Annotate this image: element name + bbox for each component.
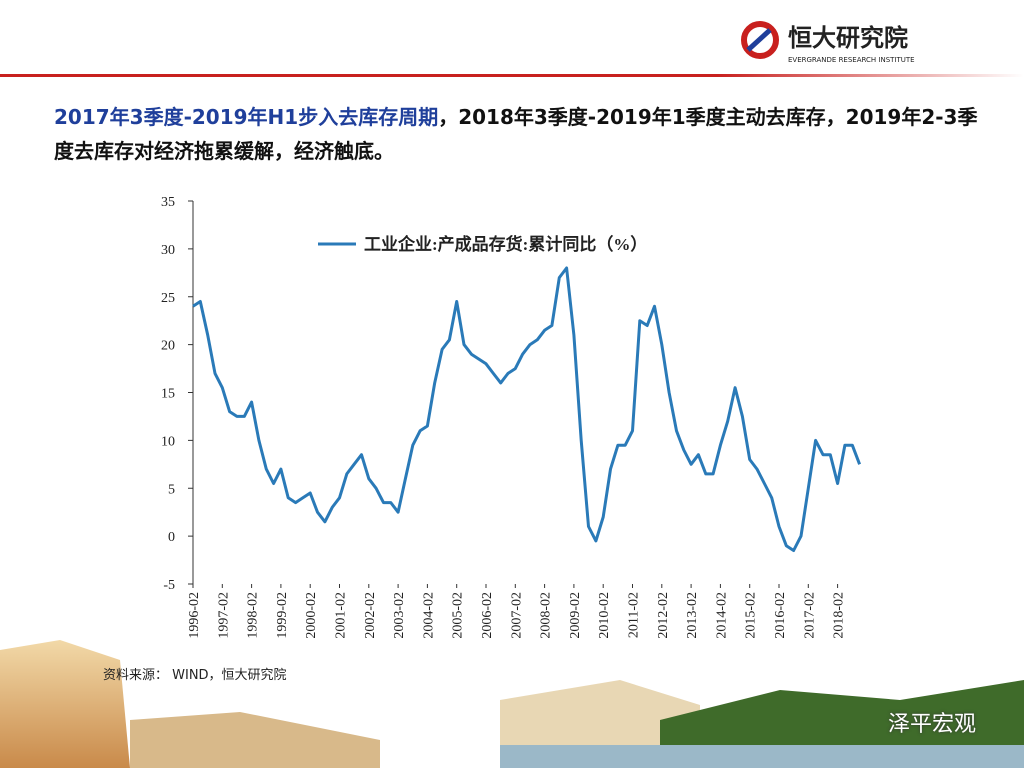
series-line: [192, 266, 862, 552]
x-tick-label: 2002-02: [363, 592, 378, 639]
watermark: 泽平宏观: [888, 712, 977, 737]
x-tick-label: 2009-02: [568, 592, 583, 639]
title-rest: ，2018年3季度-2019年1季度主动去库存，2019年2-3季度去库存对经济…: [54, 105, 978, 163]
x-tick-label: 1997-02: [216, 592, 231, 639]
x-tick-label: 2010-02: [597, 592, 612, 639]
header-rule: [0, 74, 1024, 77]
x-tick-label: 2007-02: [509, 592, 524, 639]
x-tick-label: 2012-02: [656, 592, 671, 639]
y-tick-label: 35: [161, 195, 175, 210]
logo-icon-stroke: [746, 28, 772, 52]
x-tick-label: 2017-02: [802, 592, 817, 639]
legend-label: 工业企业:产成品存货:累计同比（%）: [364, 234, 647, 254]
building-left: [0, 640, 130, 768]
slide-title: 2017年3季度-2019年H1步入去库存周期，2018年3季度-2019年1季…: [54, 100, 984, 168]
logo-icon: [741, 21, 779, 59]
x-tick-label: 1998-02: [246, 592, 261, 639]
y-tick-label: 0: [168, 530, 175, 545]
title-highlight: 2017年3季度-2019年H1步入去库存周期: [54, 105, 439, 129]
x-tick-label: 2003-02: [392, 592, 407, 639]
x-tick-label: 1996-02: [187, 592, 202, 639]
x-tick-label: 2004-02: [421, 592, 436, 639]
water: [500, 745, 1024, 768]
x-tick-label: 2001-02: [334, 592, 349, 639]
y-tick-label: 20: [161, 339, 175, 354]
y-tick-label: -5: [163, 578, 175, 593]
y-tick-label: 15: [161, 387, 175, 402]
source-note: 资料来源： WIND，恒大研究院: [103, 668, 287, 683]
x-tick-label: 2014-02: [714, 592, 729, 639]
x-tick-label: 2011-02: [627, 592, 642, 638]
y-tick-label: 30: [161, 243, 175, 258]
logo-text: 恒大研究院: [788, 24, 908, 52]
x-tick-label: 1999-02: [275, 592, 290, 639]
x-tick-label: 2006-02: [480, 592, 495, 639]
y-tick-label: 25: [161, 291, 175, 306]
building-mid: [130, 712, 380, 768]
x-tick-label: 2013-02: [685, 592, 700, 639]
x-tick-label: 2016-02: [773, 592, 788, 639]
y-tick-label: 5: [168, 482, 175, 497]
x-tick-label: 2018-02: [832, 592, 847, 639]
y-tick-label: 10: [161, 434, 175, 449]
logo-subtitle: EVERGRANDE RESEARCH INSTITUTE: [788, 56, 915, 64]
x-tick-label: 2000-02: [304, 592, 319, 639]
x-tick-label: 2005-02: [451, 592, 466, 639]
x-tick-label: 2008-02: [539, 592, 554, 639]
x-tick-label: 2015-02: [744, 592, 759, 639]
